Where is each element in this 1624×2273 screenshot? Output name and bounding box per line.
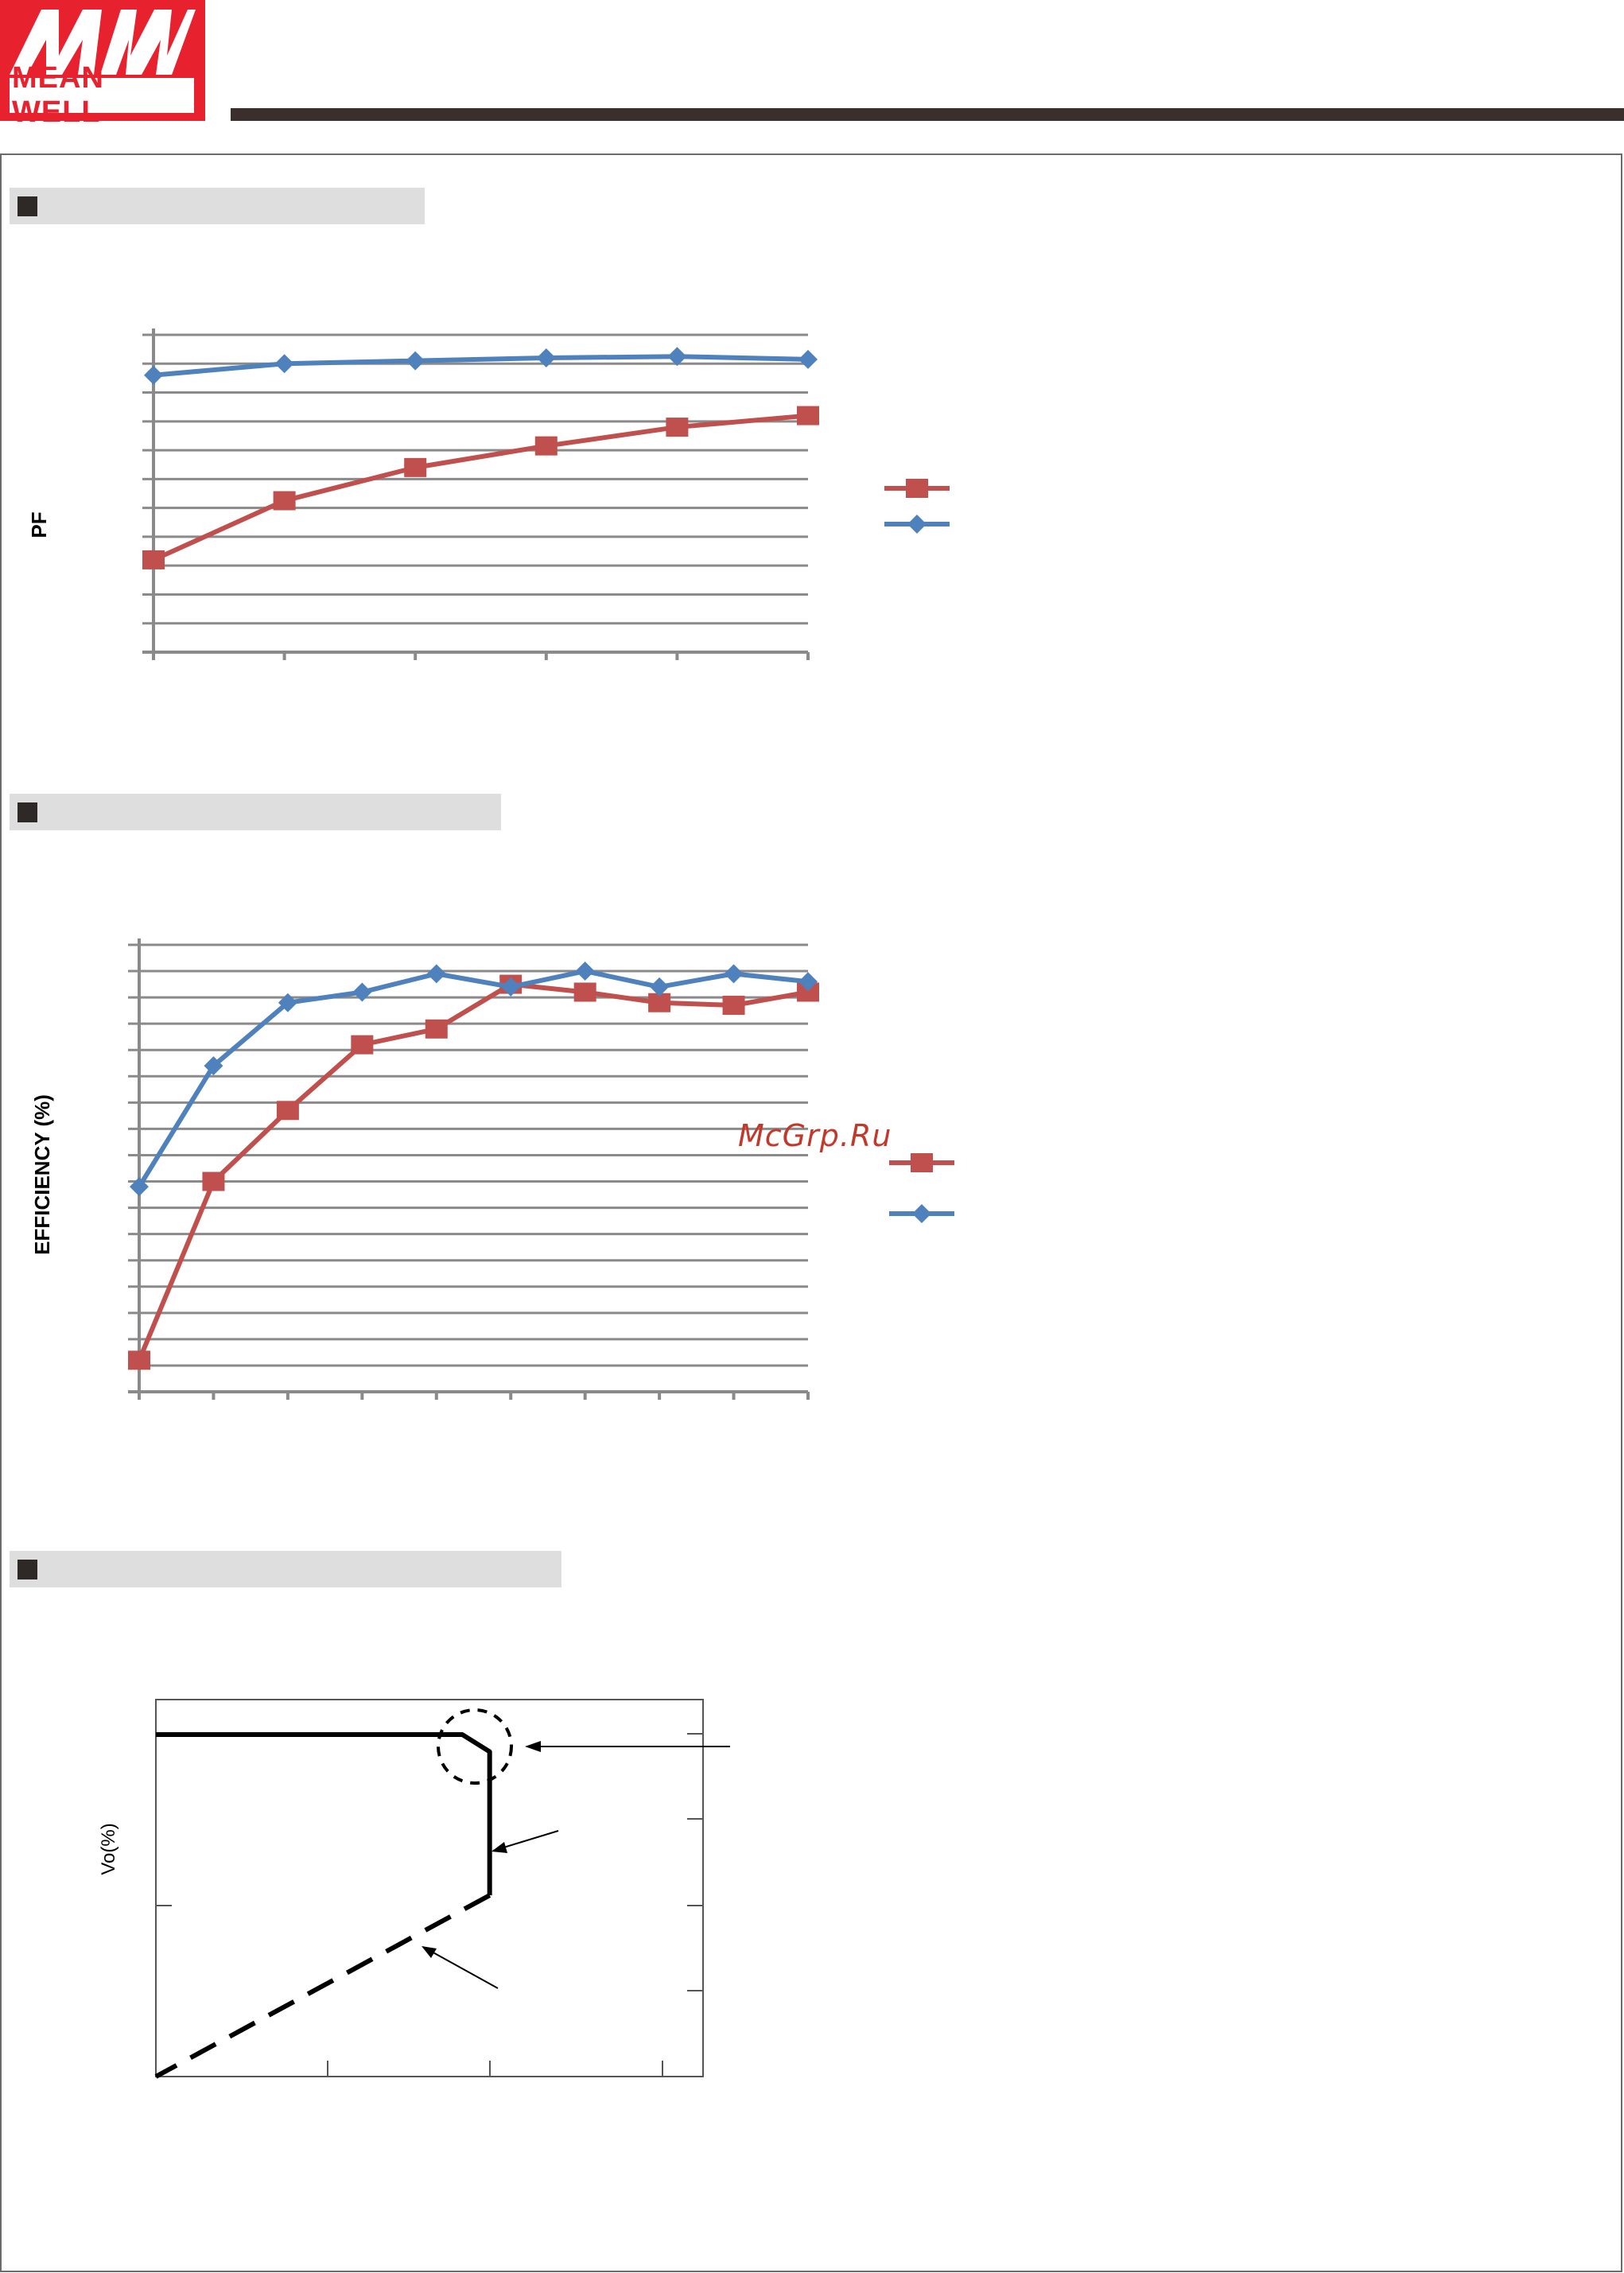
logo-text-box: MEAN WELL	[10, 61, 194, 129]
content-frame	[0, 153, 1622, 2272]
section-bar-efficiency	[10, 794, 501, 830]
watermark: McGrp.Ru	[738, 1118, 892, 1153]
section-bar-pf	[10, 188, 425, 224]
logo-brand-text: MEAN WELL	[12, 61, 104, 129]
section-bullet	[17, 802, 37, 822]
mw-logo-mark	[10, 10, 196, 75]
section-bullet	[17, 196, 37, 216]
mean-well-logo: MEAN WELL	[0, 0, 205, 129]
section-bullet	[17, 1560, 37, 1579]
header-rule	[231, 108, 1624, 121]
section-bar-protection	[10, 1551, 561, 1587]
